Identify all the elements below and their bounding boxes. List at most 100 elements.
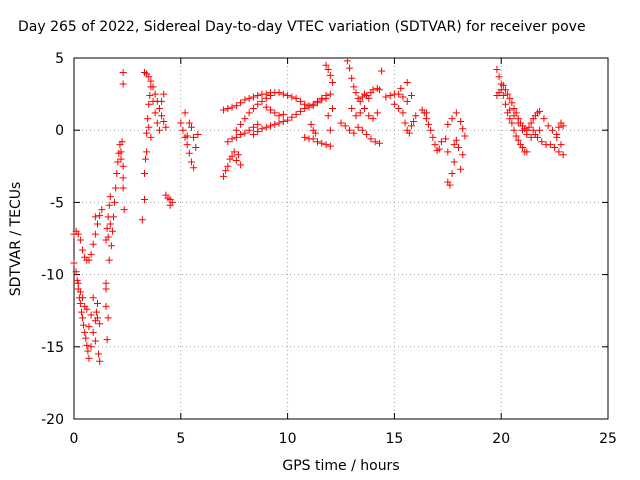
- data-point: [102, 279, 110, 287]
- data-point: [523, 131, 531, 139]
- data-point: [538, 138, 546, 146]
- data-point: [425, 120, 433, 128]
- data-point: [271, 120, 279, 128]
- data-point: [113, 170, 121, 178]
- data-point: [82, 334, 90, 342]
- data-point: [187, 158, 195, 166]
- data-point: [228, 152, 236, 160]
- data-point: [79, 246, 87, 254]
- chart-title: Day 265 of 2022, Sidereal Day-to-day VTE…: [18, 19, 586, 35]
- data-point: [183, 132, 191, 140]
- data-point: [348, 105, 356, 113]
- data-point: [504, 90, 512, 98]
- data-point: [284, 116, 292, 124]
- data-point: [230, 148, 238, 156]
- data-point: [536, 107, 544, 115]
- data-point: [89, 240, 97, 248]
- data-point: [142, 155, 150, 163]
- data-point: [111, 198, 119, 206]
- data-point: [510, 105, 518, 113]
- data-point: [429, 133, 437, 141]
- y-tick-label: -20: [41, 412, 64, 428]
- y-axis-label: SDTVAR / TECUs: [8, 182, 24, 297]
- data-point: [143, 129, 151, 137]
- data-point: [177, 119, 185, 127]
- data-point: [190, 164, 198, 172]
- data-point: [275, 112, 283, 120]
- data-point: [452, 136, 460, 144]
- data-point: [114, 158, 122, 166]
- data-point: [155, 105, 163, 113]
- data-point: [151, 90, 159, 98]
- axis-ticks: 0 5 10 15 20 25 -20 -15 -10 -5 0 5: [41, 51, 617, 447]
- data-point: [166, 201, 174, 209]
- data-point: [76, 236, 84, 244]
- data-point: [527, 119, 535, 127]
- data-point: [555, 123, 563, 131]
- data-point: [106, 193, 114, 201]
- data-point: [442, 135, 450, 143]
- data-point: [228, 135, 236, 143]
- data-point: [77, 308, 85, 316]
- data-point: [529, 126, 537, 134]
- data-points: [70, 57, 567, 365]
- data-point: [228, 103, 236, 111]
- y-tick-label: -15: [41, 340, 64, 356]
- data-point: [107, 242, 115, 250]
- data-point: [544, 122, 552, 130]
- data-point: [146, 92, 154, 100]
- data-point: [145, 123, 153, 131]
- data-point: [399, 93, 407, 101]
- data-point: [305, 103, 313, 111]
- data-point: [375, 86, 383, 94]
- data-point: [446, 181, 454, 189]
- data-point: [262, 123, 270, 131]
- data-point: [241, 96, 249, 104]
- data-point: [254, 92, 262, 100]
- data-point: [365, 94, 373, 102]
- data-point: [119, 80, 127, 88]
- data-point: [254, 100, 262, 108]
- data-point: [224, 105, 232, 113]
- data-point: [382, 93, 390, 101]
- data-point: [89, 294, 97, 302]
- data-point: [105, 201, 113, 209]
- data-point: [232, 157, 240, 165]
- data-point: [190, 133, 198, 141]
- data-point: [91, 337, 99, 345]
- data-point: [444, 148, 452, 156]
- data-point: [536, 126, 544, 134]
- data-point: [495, 73, 503, 81]
- data-point: [514, 119, 522, 127]
- data-point: [158, 112, 166, 120]
- x-axis-label: GPS time / hours: [282, 458, 399, 474]
- y-tick-label: -5: [50, 195, 64, 211]
- y-tick-label: -10: [41, 268, 64, 284]
- data-point: [407, 122, 415, 130]
- data-point: [559, 122, 567, 130]
- data-point: [262, 94, 270, 102]
- data-point: [322, 141, 330, 149]
- data-point: [386, 92, 394, 100]
- data-point: [245, 109, 253, 117]
- data-point: [85, 256, 93, 264]
- data-point: [103, 224, 111, 232]
- data-point: [534, 133, 542, 141]
- data-point: [112, 184, 120, 192]
- data-point: [555, 148, 563, 156]
- data-point: [149, 97, 157, 105]
- data-point: [508, 119, 516, 127]
- plot-frame: [73, 57, 609, 420]
- data-point: [279, 110, 287, 118]
- data-point: [399, 109, 407, 117]
- data-point: [288, 93, 296, 101]
- data-point: [546, 141, 554, 149]
- data-point: [431, 141, 439, 149]
- data-point: [106, 220, 114, 228]
- data-point: [89, 328, 97, 336]
- data-point: [363, 131, 371, 139]
- data-point: [328, 105, 336, 113]
- data-point: [346, 64, 354, 72]
- data-point: [102, 302, 110, 310]
- data-point: [249, 105, 257, 113]
